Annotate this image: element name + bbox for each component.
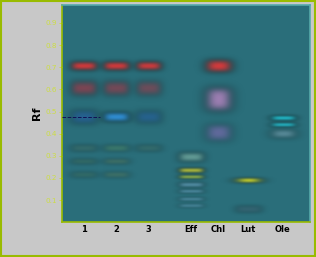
- Y-axis label: Rf: Rf: [33, 107, 42, 121]
